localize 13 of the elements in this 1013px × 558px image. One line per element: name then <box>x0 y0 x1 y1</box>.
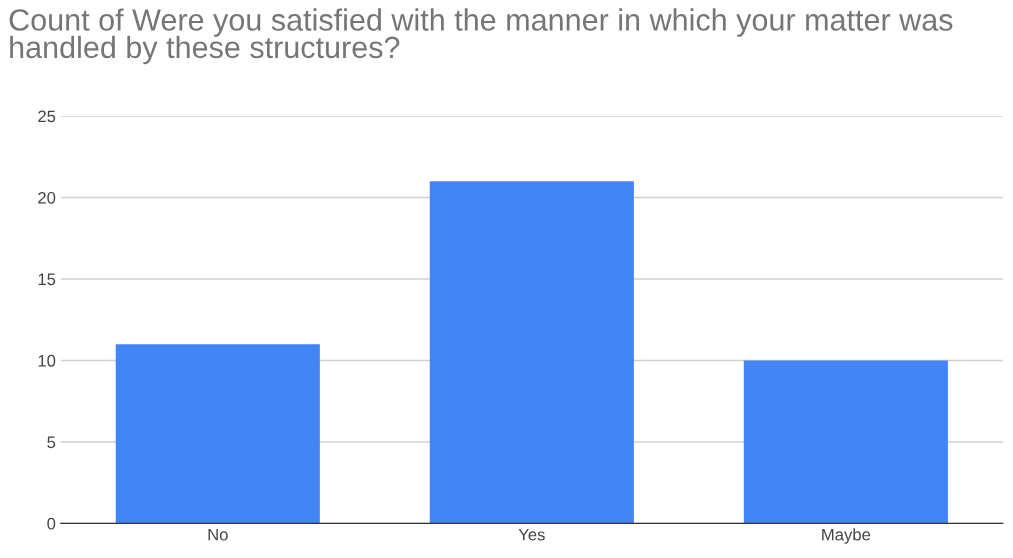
x-tick-label: No <box>208 528 228 541</box>
y-tick-label: 10 <box>38 354 56 367</box>
y-tick-label: 5 <box>47 436 56 449</box>
chart-title: Count of Were you satisfied with the manner in which your matter was handled by these structures? <box>9 8 953 65</box>
y-tick-label: 25 <box>38 110 56 123</box>
y-tick-label: 0 <box>47 517 56 530</box>
y-tick-label: 15 <box>38 273 56 286</box>
bar <box>429 181 634 524</box>
bar <box>743 360 948 524</box>
y-tick-label: 20 <box>38 191 56 204</box>
bar <box>115 344 320 524</box>
x-tick-label: Yes <box>518 528 545 541</box>
x-tick-label: Maybe <box>822 528 871 544</box>
